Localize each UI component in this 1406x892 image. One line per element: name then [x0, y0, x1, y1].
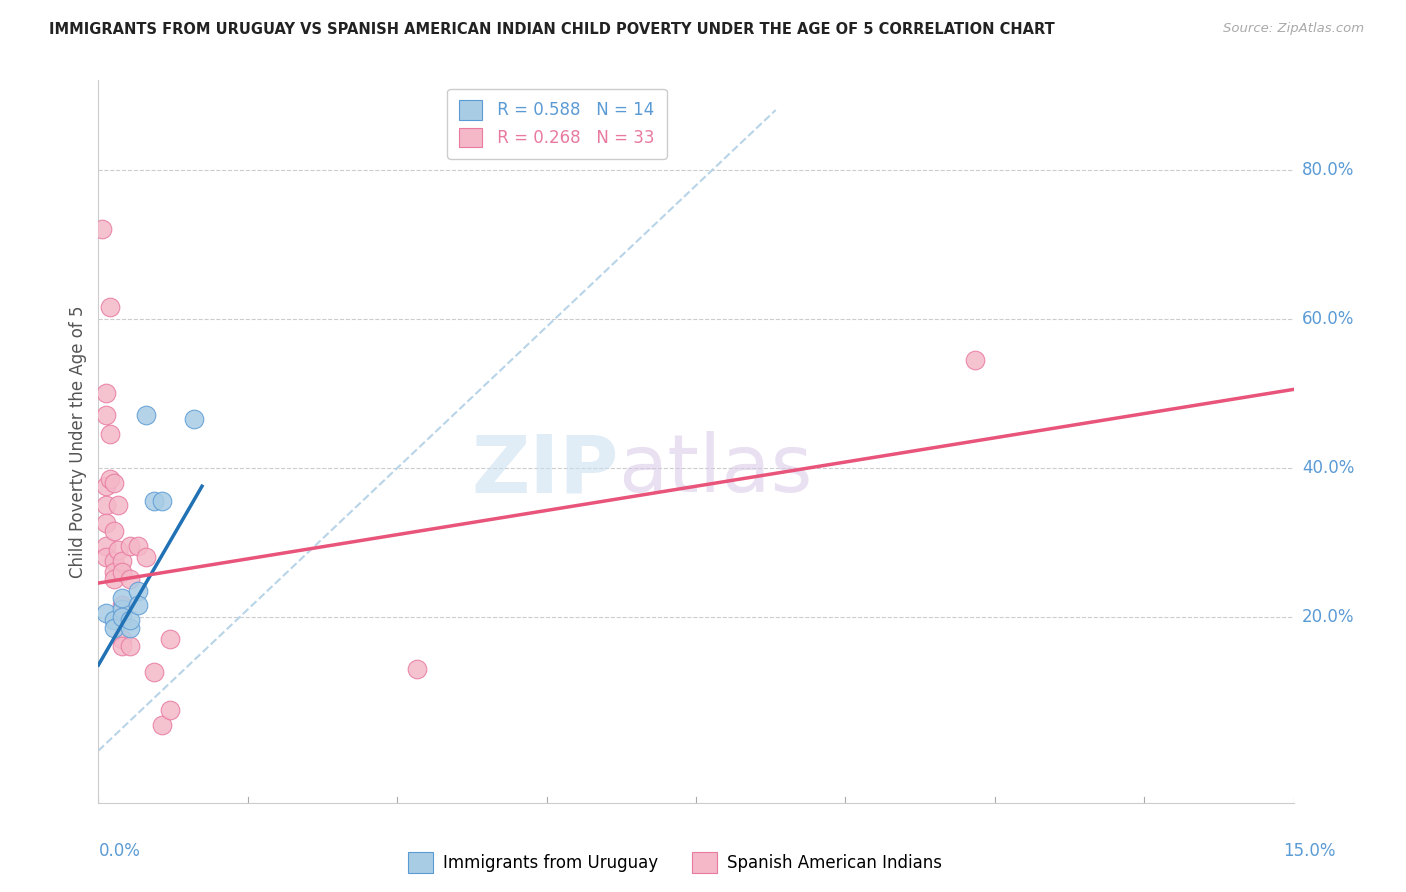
Point — [96, 479, 118, 493]
Point — [96, 498, 118, 512]
Point — [91, 222, 114, 236]
Point — [111, 591, 134, 605]
Point — [111, 565, 134, 579]
Legend: Immigrants from Uruguay, Spanish American Indians: Immigrants from Uruguay, Spanish America… — [402, 846, 948, 880]
Point — [103, 554, 125, 568]
Point — [98, 427, 122, 442]
Point — [183, 412, 205, 426]
Point — [120, 572, 142, 586]
Point — [96, 409, 118, 423]
Text: ZIP: ZIP — [471, 432, 619, 509]
Point — [98, 301, 122, 315]
Point — [159, 632, 181, 646]
Point — [111, 554, 134, 568]
Point — [111, 632, 134, 646]
Point — [103, 475, 125, 490]
Point — [103, 621, 125, 635]
Point — [127, 599, 149, 613]
Point — [143, 665, 166, 680]
Y-axis label: Child Poverty Under the Age of 5: Child Poverty Under the Age of 5 — [69, 305, 87, 578]
Point — [120, 621, 142, 635]
Point — [107, 542, 129, 557]
Point — [96, 539, 118, 553]
Point — [127, 583, 149, 598]
Legend:  R = 0.588   N = 14,  R = 0.268   N = 33: R = 0.588 N = 14, R = 0.268 N = 33 — [447, 88, 666, 159]
Point — [127, 539, 149, 553]
Point — [159, 703, 181, 717]
Point — [111, 640, 134, 654]
Point — [135, 549, 157, 564]
Text: 60.0%: 60.0% — [1302, 310, 1354, 327]
Point — [103, 572, 125, 586]
Text: 15.0%: 15.0% — [1282, 842, 1336, 860]
Point — [96, 516, 118, 531]
Point — [98, 472, 122, 486]
Text: 0.0%: 0.0% — [98, 842, 141, 860]
Point — [96, 386, 118, 401]
Point — [111, 599, 134, 613]
Point — [103, 613, 125, 627]
Point — [107, 498, 129, 512]
Text: IMMIGRANTS FROM URUGUAY VS SPANISH AMERICAN INDIAN CHILD POVERTY UNDER THE AGE O: IMMIGRANTS FROM URUGUAY VS SPANISH AMERI… — [49, 22, 1054, 37]
Point — [103, 524, 125, 538]
Point — [111, 609, 134, 624]
Point — [150, 717, 173, 731]
Point — [963, 352, 986, 367]
Point — [96, 549, 118, 564]
Point — [150, 494, 173, 508]
Text: atlas: atlas — [619, 432, 813, 509]
Text: Source: ZipAtlas.com: Source: ZipAtlas.com — [1223, 22, 1364, 36]
Point — [96, 606, 118, 620]
Text: 40.0%: 40.0% — [1302, 458, 1354, 476]
Point — [111, 602, 134, 616]
Point — [120, 539, 142, 553]
Point — [120, 613, 142, 627]
Point — [406, 662, 429, 676]
Point — [143, 494, 166, 508]
Text: 80.0%: 80.0% — [1302, 161, 1354, 178]
Text: 20.0%: 20.0% — [1302, 607, 1354, 625]
Point — [135, 409, 157, 423]
Point — [103, 565, 125, 579]
Point — [120, 640, 142, 654]
